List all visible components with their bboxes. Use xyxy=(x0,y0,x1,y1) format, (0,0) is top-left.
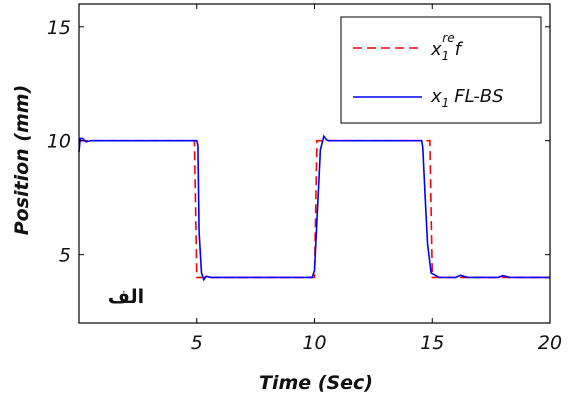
legend: x1ref x1 FL-BS xyxy=(340,16,542,124)
axis-ticks: 5 10 15 20 5 10 15 xyxy=(47,4,562,354)
y-tick-label: 5 xyxy=(59,245,71,267)
x-axis-title: Time (Sec) xyxy=(259,372,373,394)
y-axis-title: Position (mm) xyxy=(11,85,33,236)
x-tick-label: 20 xyxy=(538,332,562,354)
series-line-0 xyxy=(79,139,550,279)
x-tick-label: 10 xyxy=(302,332,326,354)
y-tick-label: 15 xyxy=(47,17,71,39)
x-tick-label: 15 xyxy=(420,332,444,354)
plot-lines xyxy=(78,134,550,282)
legend-label-reference: x1ref xyxy=(430,31,464,63)
legend-box xyxy=(340,16,542,124)
y-tick-label: 10 xyxy=(47,131,71,153)
x-tick-label: 5 xyxy=(191,332,203,354)
series-line-1 xyxy=(78,134,550,282)
legend-label-fl-bs: x1 FL-BS xyxy=(430,86,504,110)
plot-annotation: الف xyxy=(108,286,144,308)
